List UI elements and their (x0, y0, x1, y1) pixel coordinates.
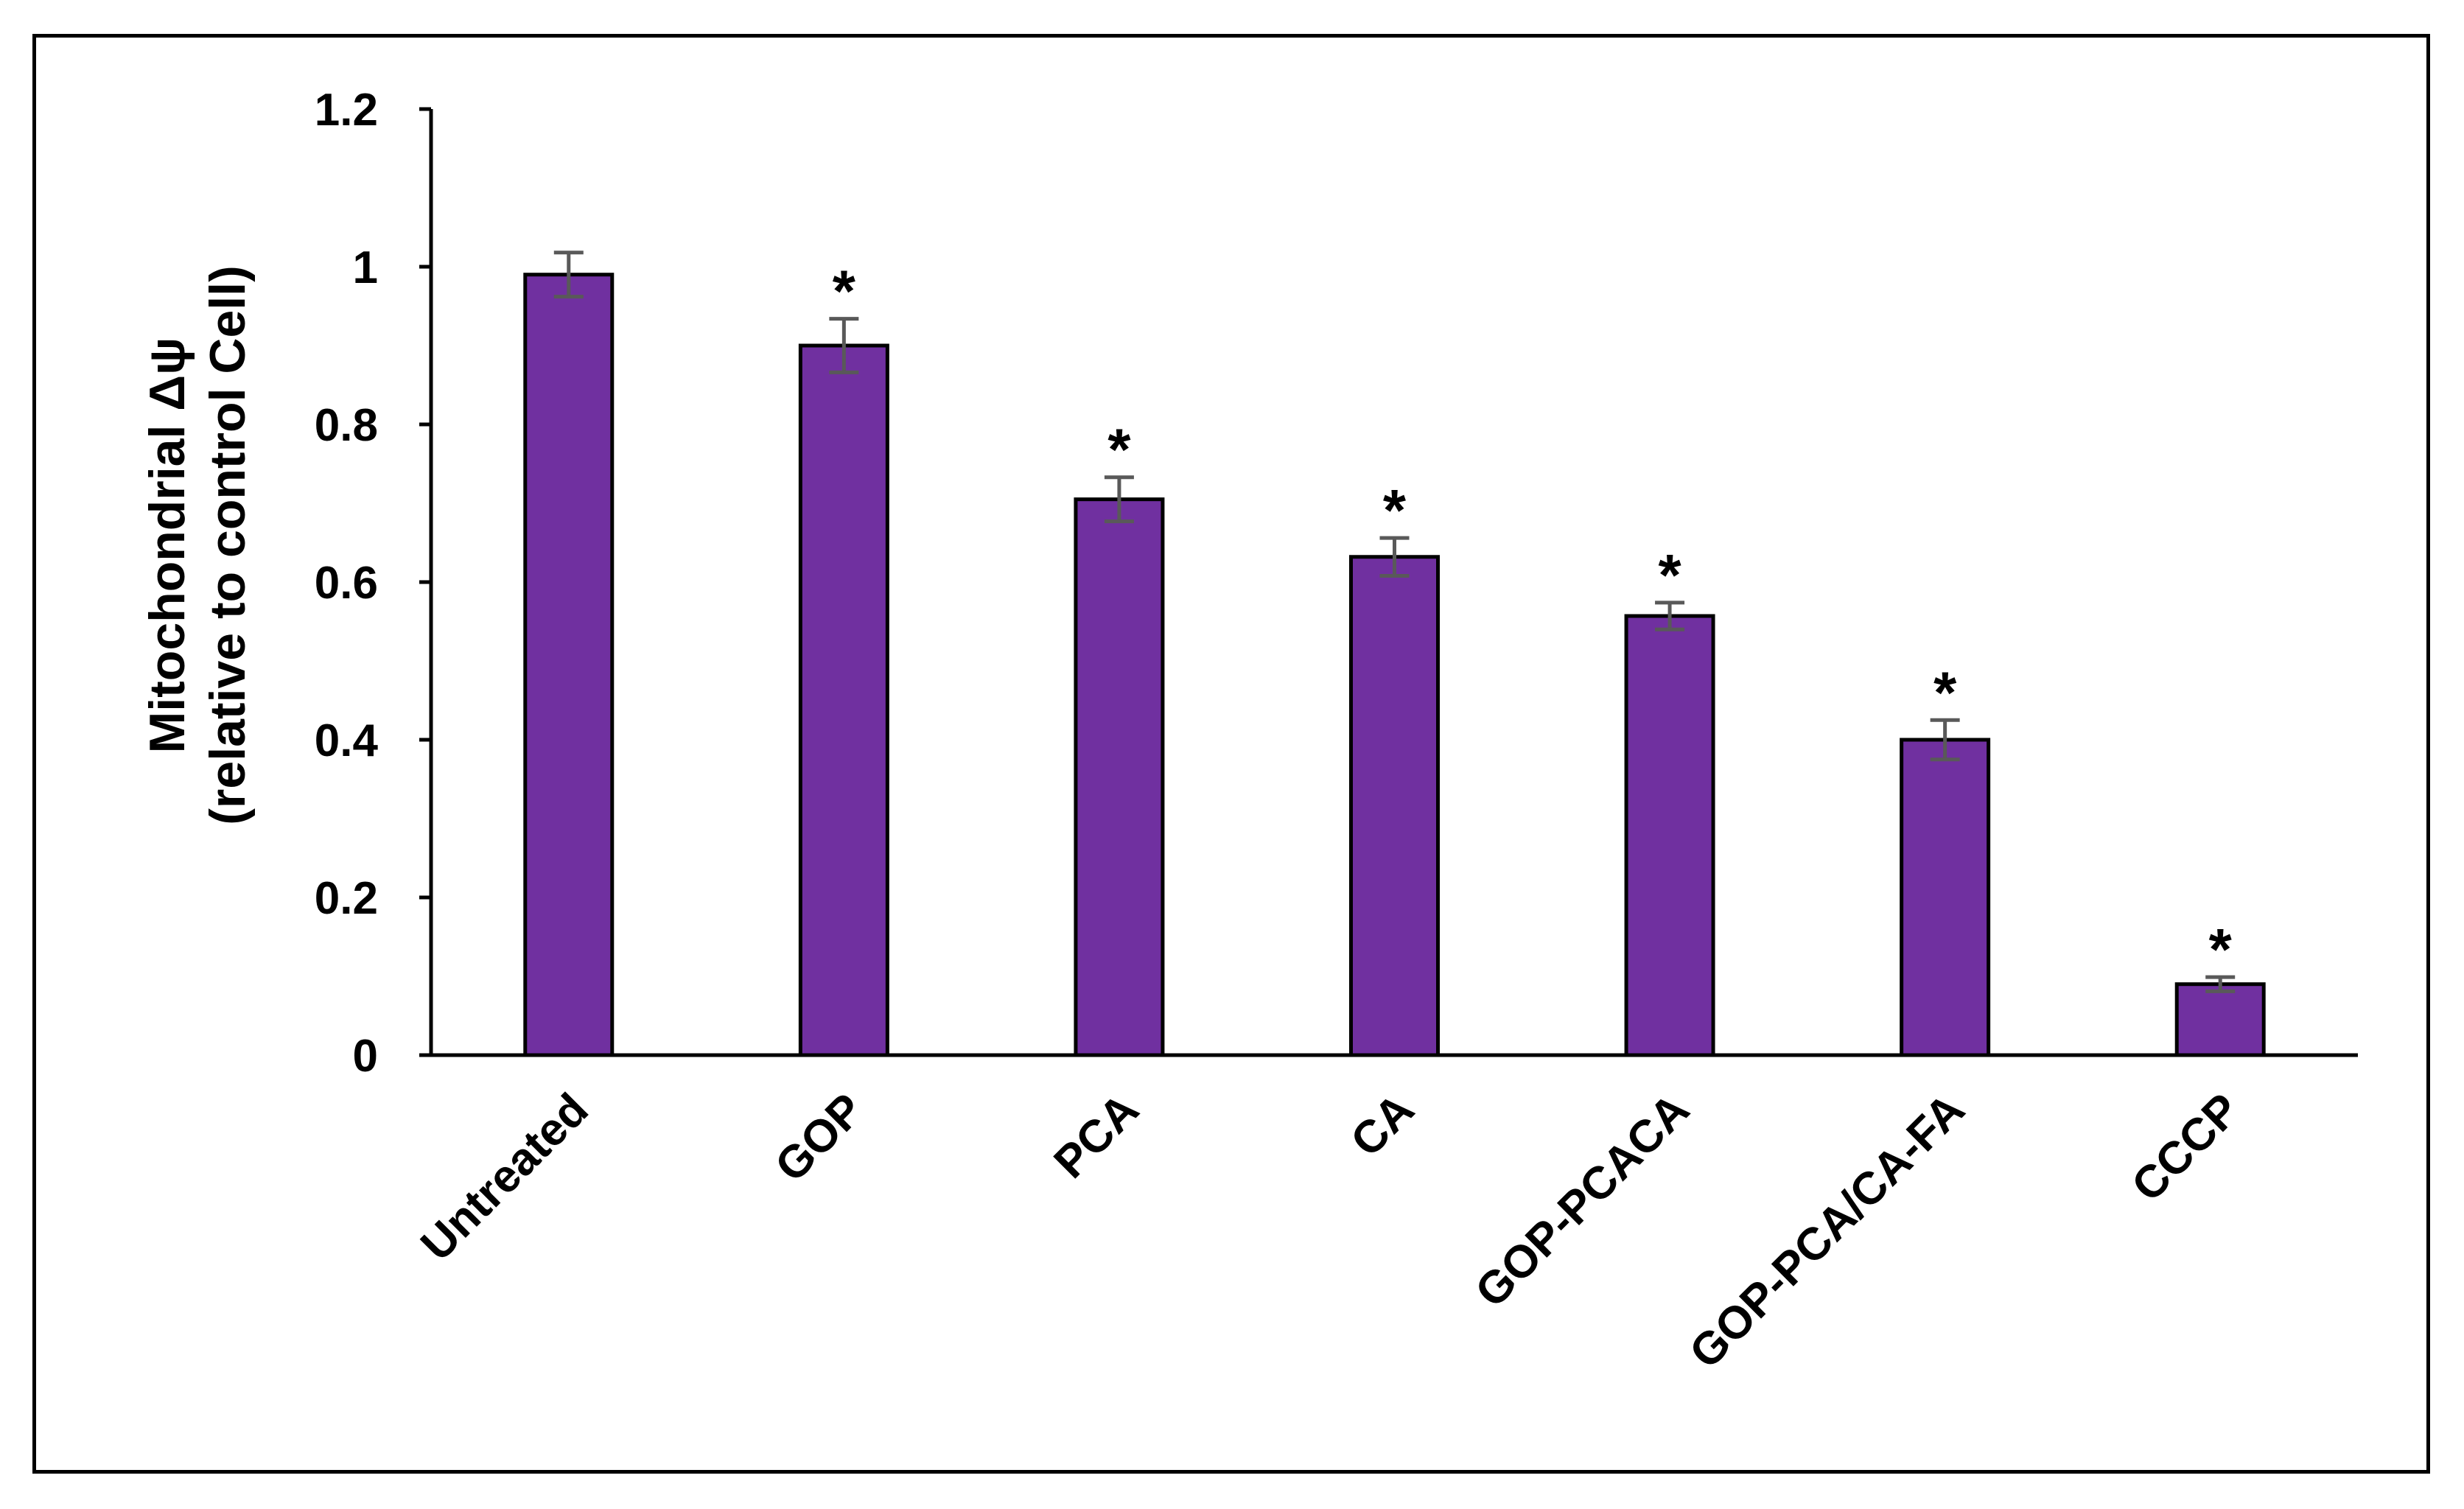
error-bar (1104, 475, 1134, 524)
bar (798, 343, 889, 1057)
y-tick-label: 0.8 (315, 400, 378, 451)
x-category-label: Untreated (411, 1084, 598, 1270)
bar (1349, 555, 1440, 1057)
error-bar (1655, 601, 1685, 631)
significance-star: * (1383, 477, 1407, 543)
significance-star: * (833, 259, 856, 324)
x-category-label: GOP-PCA/CA-FA (1680, 1084, 1975, 1379)
error-bars (553, 251, 2236, 993)
y-tick-label: 1 (353, 242, 378, 293)
y-axis-title-line1: Mitochondrial Δψ (139, 337, 195, 754)
y-tick-label: 1.2 (315, 85, 378, 136)
significance-star: * (1107, 417, 1131, 483)
error-bar (553, 251, 584, 299)
y-tick-label: 0.4 (315, 715, 379, 766)
significance-star: * (2209, 917, 2233, 982)
y-tick-label: 0 (353, 1031, 378, 1082)
x-category-label: GOP-PCACA (1466, 1084, 1699, 1317)
bar (1074, 497, 1165, 1057)
error-bar (2205, 975, 2236, 993)
significance-star: * (1933, 659, 1957, 725)
x-category-label: GOP (766, 1084, 873, 1191)
bars (523, 273, 2266, 1057)
y-tick-label: 0.6 (315, 558, 378, 609)
bar (523, 273, 615, 1057)
axes (429, 109, 2358, 1057)
significance-marks: * * * * * * (833, 259, 2233, 982)
bar (2174, 982, 2266, 1057)
x-category-label: CCCP (2122, 1084, 2250, 1211)
y-axis-title-line2: (relative to control Cell) (200, 265, 256, 824)
y-axis-title: Mitochondrial Δψ (relative to control Ce… (139, 265, 256, 824)
error-bar (1930, 718, 1960, 762)
y-tick-label: 0.2 (315, 873, 378, 924)
x-category-label: CA (1341, 1084, 1424, 1166)
x-category-label: PCA (1044, 1084, 1148, 1188)
bar (1624, 614, 1715, 1057)
y-axis-ticks: 0 0.2 0.4 0.6 0.8 1 1.2 (315, 85, 431, 1082)
error-bar (829, 317, 859, 374)
bar (1900, 738, 1991, 1057)
error-bar (1379, 536, 1410, 578)
significance-star: * (1659, 542, 1682, 608)
